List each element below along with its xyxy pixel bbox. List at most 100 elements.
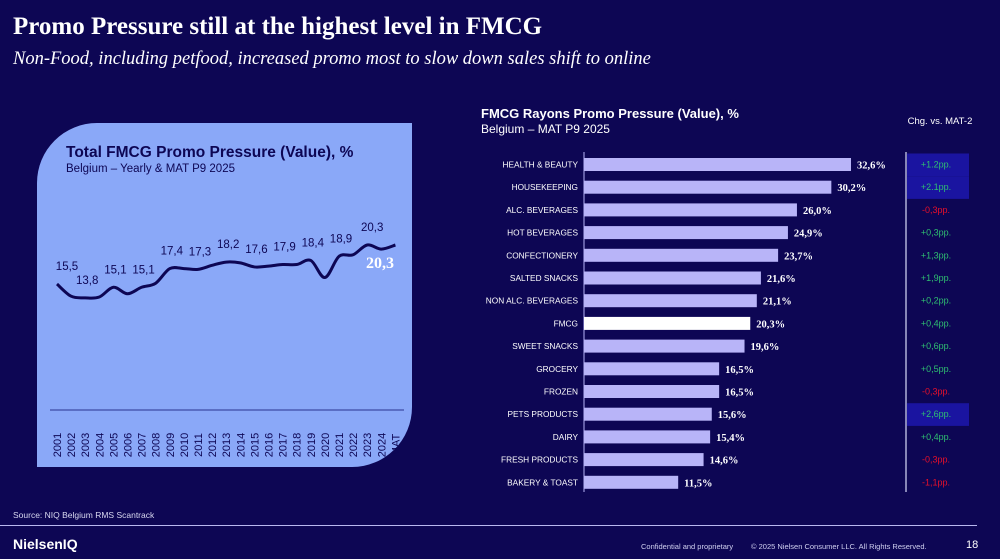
category-label: HOT BEVERAGES — [507, 228, 578, 238]
x-tick-label: 2014 — [235, 433, 247, 457]
slide-subtitle: Non-Food, including petfood, increased p… — [13, 49, 651, 69]
x-tick-label: 2018 — [292, 433, 304, 457]
category-label: SWEET SNACKS — [512, 341, 578, 351]
value-label: 15,4% — [716, 433, 745, 444]
value-label: 21,1% — [763, 297, 792, 308]
page-number: 18 — [966, 539, 979, 551]
change-value: +2,6pp. — [921, 409, 951, 419]
category-label: NON ALC. BEVERAGES — [486, 296, 579, 306]
change-value: -0,3pp. — [922, 387, 950, 397]
x-tick-label: 2021 — [334, 433, 346, 457]
bar — [584, 203, 797, 217]
copyright-note: © 2025 Nielsen Consumer LLC. All Rights … — [751, 542, 927, 551]
value-label: 20,3% — [756, 319, 785, 330]
x-tick-label: 2001 — [52, 433, 64, 457]
mat-highlight-label: 20,3 — [366, 255, 394, 272]
data-label: 17,6 — [245, 244, 267, 256]
slide-title: Promo Pressure still at the highest leve… — [13, 13, 543, 40]
x-tick-label: MAT — [390, 434, 402, 457]
category-label: HEALTH & BEAUTY — [503, 160, 579, 170]
data-label: 18,4 — [302, 237, 325, 249]
bar — [584, 453, 704, 467]
bar — [584, 180, 832, 194]
confidential-note: Confidential and proprietary — [641, 542, 734, 551]
x-tick-label: 2022 — [348, 433, 360, 457]
data-label: 17,3 — [189, 246, 211, 258]
category-label: PETS PRODUCTS — [507, 409, 578, 419]
x-tick-label: 2012 — [207, 433, 219, 457]
change-highlight — [907, 176, 969, 199]
value-label: 19,6% — [751, 342, 780, 353]
data-label: 18,2 — [217, 239, 239, 251]
bar — [584, 430, 711, 444]
value-label: 26,0% — [803, 206, 832, 217]
change-value: +1,3pp. — [921, 250, 951, 260]
change-value: +1,9pp. — [921, 273, 951, 283]
nielseniq-logo: NielsenIQ — [13, 536, 78, 552]
change-value: +1.2pp. — [921, 160, 951, 170]
x-tick-label: 2006 — [123, 433, 135, 457]
data-label: 18,9 — [330, 233, 352, 245]
x-tick-label: 2004 — [94, 433, 106, 457]
value-label: 23,7% — [784, 251, 813, 262]
change-value: +0,3pp. — [921, 228, 951, 238]
x-tick-label: 2023 — [362, 433, 374, 457]
value-label: 15,6% — [718, 410, 747, 421]
source-note: Source: NIQ Belgium RMS Scantrack — [13, 510, 155, 520]
value-label: 11,5% — [684, 478, 712, 489]
category-label: FRESH PRODUCTS — [501, 455, 578, 465]
x-tick-label: 2013 — [221, 433, 233, 457]
category-label: BAKERY & TOAST — [507, 477, 578, 487]
x-tick-label: 2003 — [80, 433, 92, 457]
bar — [584, 248, 779, 262]
x-tick-label: 2007 — [137, 433, 149, 457]
value-label: 14,6% — [710, 456, 739, 467]
value-label: 32,6% — [857, 161, 886, 172]
change-column-header: Chg. vs. MAT-2 — [907, 116, 973, 127]
x-tick-label: 2019 — [306, 433, 318, 457]
value-label: 16,5% — [725, 388, 754, 399]
bar — [584, 339, 745, 353]
change-value: -0,3pp. — [922, 455, 950, 465]
category-label: GROCERY — [536, 364, 578, 374]
value-label: 16,5% — [725, 365, 754, 376]
data-label: 15,1 — [104, 264, 126, 276]
x-tick-label: 2002 — [66, 433, 78, 457]
change-value: +0,6pp. — [921, 341, 951, 351]
category-label: DAIRY — [553, 432, 579, 442]
x-tick-label: 2016 — [264, 433, 276, 457]
category-label: ALC. BEVERAGES — [506, 205, 578, 215]
change-value: -0,3pp. — [922, 205, 950, 215]
change-value: +2.1pp. — [921, 182, 951, 192]
bar-chart-title: FMCG Rayons Promo Pressure (Value), % — [481, 106, 739, 121]
x-tick-label: 2024 — [376, 433, 388, 457]
data-label: 15,5 — [56, 261, 78, 273]
data-label: 15,1 — [132, 264, 154, 276]
footer-divider — [0, 525, 977, 526]
x-tick-label: 2009 — [165, 433, 177, 457]
category-label: SALTED SNACKS — [510, 273, 579, 283]
category-label: HOUSEKEEPING — [512, 182, 578, 192]
promo-pressure-line — [55, 243, 396, 300]
bar — [584, 226, 788, 240]
value-label: 24,9% — [794, 229, 823, 240]
data-label: 17,4 — [161, 246, 184, 258]
bar — [584, 362, 720, 376]
value-label: 21,6% — [767, 274, 796, 285]
data-label: 20,3 — [361, 222, 383, 234]
x-tick-label: 2015 — [249, 433, 261, 457]
change-value: +0,4pp. — [921, 318, 951, 328]
change-value: +0,4pp. — [921, 432, 951, 442]
bar — [584, 385, 720, 398]
change-value: -1,1pp. — [922, 477, 950, 487]
line-chart-subtitle: Belgium – Yearly & MAT P9 2025 — [66, 163, 235, 175]
value-label: 30,2% — [837, 183, 866, 194]
bar — [584, 294, 757, 308]
x-tick-label: 2017 — [278, 433, 290, 457]
bar-chart-subtitle: Belgium – MAT P9 2025 — [481, 122, 610, 136]
x-tick-label: 2011 — [193, 433, 205, 457]
x-tick-label: 2020 — [320, 433, 332, 457]
line-chart-title: Total FMCG Promo Pressure (Value), % — [66, 144, 354, 161]
